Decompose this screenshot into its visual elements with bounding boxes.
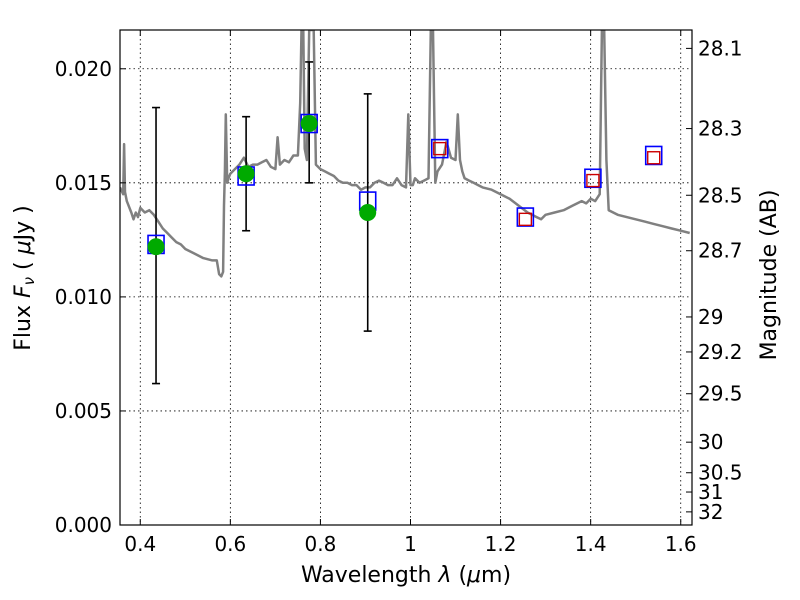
plot-frame: [119, 29, 693, 526]
right-tick-label: 28.3: [698, 117, 743, 141]
model-photometry-point: [516, 207, 535, 227]
right-tick-label: 28.1: [698, 36, 743, 60]
upper-limit-point: [433, 141, 447, 156]
x-tick-label: 0.8: [305, 532, 337, 556]
right-tick-label: 30.5: [698, 461, 743, 485]
x-tick-label: 0.4: [124, 532, 156, 556]
observed-point: [359, 203, 377, 221]
y-tick-label: 0.010: [55, 285, 112, 309]
y-axis-label: Flux Fν ( μJy ): [11, 205, 38, 350]
y-tick-label: 0.020: [55, 57, 112, 81]
right-tick-label: 29.5: [698, 382, 743, 406]
model-photometry-point: [644, 145, 663, 166]
right-tick-label: 29.2: [698, 340, 743, 364]
x-tick-label: 1.4: [575, 532, 607, 556]
y-tick-label: 0.000: [55, 513, 112, 537]
x-axis-label: Wavelength λ (μm): [301, 563, 511, 588]
upper-limit-point: [586, 173, 600, 188]
x-tick-label: 0.6: [214, 532, 246, 556]
upper-limit-point: [518, 212, 533, 227]
right-axis-label: Magnitude (AB): [757, 190, 782, 361]
right-tick-label: 32: [698, 500, 723, 524]
x-tick-label: 1: [404, 532, 417, 556]
observed-point: [300, 115, 318, 133]
right-tick-label: 31: [698, 480, 723, 504]
observed-point: [237, 165, 255, 183]
observed-point: [147, 238, 165, 256]
model-spectrum-line: [120, 30, 691, 278]
y-tick-label: 0.005: [55, 399, 112, 423]
right-tick-label: 28.7: [698, 239, 743, 263]
upper-limit-point: [647, 151, 661, 165]
y-tick-label: 0.015: [55, 171, 112, 195]
tick-marks: [120, 30, 692, 526]
right-tick-label: 28.5: [698, 183, 743, 207]
data-layer: [120, 30, 691, 385]
x-tick-label: 1.6: [665, 532, 697, 556]
tick-labels: 0.4 0.6 0.8 1 1.2 1.4 1.6 0.000 0.005 0.010 0.015 0…: [55, 36, 743, 556]
grid: [120, 30, 692, 526]
right-tick-label: 30: [698, 430, 723, 454]
model-photometry-point: [584, 168, 602, 189]
x-tick-label: 1.2: [485, 532, 517, 556]
right-tick-label: 29: [698, 305, 723, 329]
model-photometry-point: [430, 138, 449, 159]
